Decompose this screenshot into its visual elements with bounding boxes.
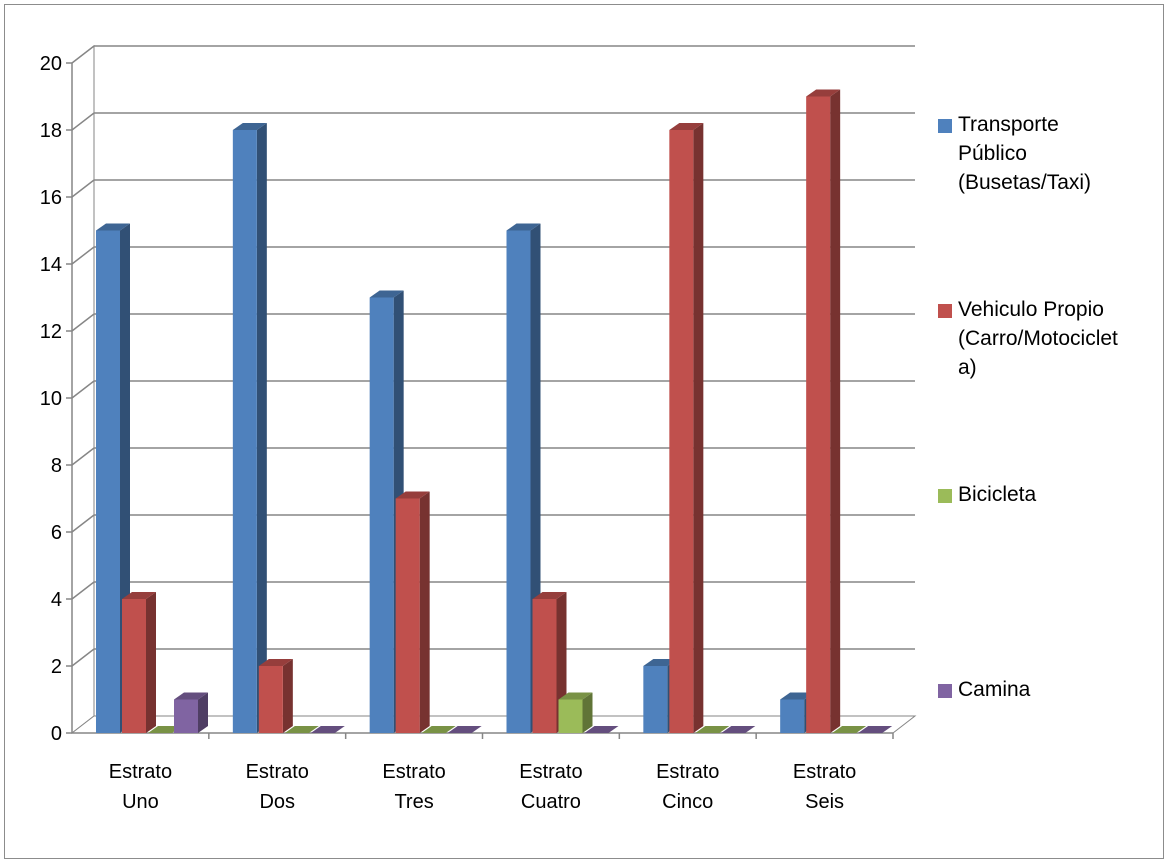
bar-4-3 xyxy=(721,726,756,733)
category-label: Estrato xyxy=(109,761,172,783)
gridline xyxy=(71,313,915,332)
bar-1-2 xyxy=(284,726,319,733)
category-label: Tres xyxy=(394,791,433,813)
legend-swatch xyxy=(938,489,952,503)
y-tick-label: 8 xyxy=(51,455,62,477)
bar-5-3 xyxy=(858,726,893,733)
bar-2-2 xyxy=(421,726,456,733)
legend-item: Bicicleta xyxy=(938,480,1153,509)
category-label: Estrato xyxy=(382,761,445,783)
bar-5-1 xyxy=(806,89,841,733)
gridline xyxy=(71,246,915,265)
category-label: Dos xyxy=(259,791,295,813)
legend-label: Transporte Público (Busetas/Taxi) xyxy=(958,113,1092,194)
category-label: Estrato xyxy=(519,761,582,783)
legend-swatch xyxy=(938,119,952,133)
category-label: Estrato xyxy=(656,761,719,783)
bar-5-2 xyxy=(832,726,867,733)
bar-3-3 xyxy=(584,726,619,733)
bar-4-1 xyxy=(669,123,704,733)
y-tick-label: 12 xyxy=(40,321,62,343)
category-label: Cinco xyxy=(662,791,713,813)
bar-1-1 xyxy=(258,659,293,733)
y-tick-label: 4 xyxy=(51,589,62,611)
bar-2-3 xyxy=(447,726,482,733)
y-tick-label: 20 xyxy=(40,53,62,75)
y-tick-label: 10 xyxy=(40,388,62,410)
gridline xyxy=(71,112,915,131)
category-label: Seis xyxy=(805,791,844,813)
y-tick-label: 6 xyxy=(51,522,62,544)
y-tick-label: 18 xyxy=(40,120,62,142)
gridline xyxy=(71,447,915,466)
category-label: Uno xyxy=(122,791,159,813)
category-label: Estrato xyxy=(793,761,856,783)
legend-item: Transporte Público (Busetas/Taxi) xyxy=(938,110,1153,197)
legend-swatch xyxy=(938,684,952,698)
bar-0-1 xyxy=(122,592,156,733)
category-label: Estrato xyxy=(246,761,309,783)
bar-2-1 xyxy=(395,491,430,733)
gridline xyxy=(71,581,915,600)
legend-label: Camina xyxy=(958,678,1031,701)
y-tick-label: 16 xyxy=(40,187,62,209)
legend-label: Bicicleta xyxy=(958,483,1037,506)
gridline xyxy=(71,648,915,667)
bar-0-2 xyxy=(148,726,182,733)
gridline xyxy=(71,179,915,198)
bar-1-0 xyxy=(232,123,267,733)
legend-item: Vehiculo Propio (Carro/Motociclet a) xyxy=(938,295,1153,382)
gridline xyxy=(71,514,915,533)
category-label: Cuatro xyxy=(521,791,581,813)
y-tick-label: 2 xyxy=(51,656,62,678)
legend-item: Camina xyxy=(938,675,1153,704)
legend-label: Vehiculo Propio (Carro/Motociclet a) xyxy=(958,298,1118,379)
bar-1-3 xyxy=(310,726,345,733)
gridline xyxy=(71,45,915,64)
gridline xyxy=(71,380,915,399)
bar-0-3 xyxy=(174,692,208,733)
y-tick-label: 14 xyxy=(40,254,62,276)
bar-3-2 xyxy=(558,692,593,733)
legend-swatch xyxy=(938,304,952,318)
bar-4-2 xyxy=(695,726,730,733)
y-tick-label: 0 xyxy=(51,723,62,745)
